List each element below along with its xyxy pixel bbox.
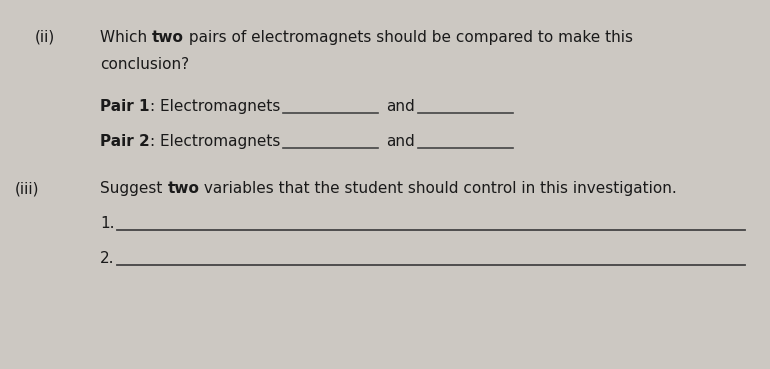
Text: Pair 2: Pair 2 xyxy=(100,134,149,149)
Text: two: two xyxy=(167,181,199,196)
Text: (iii): (iii) xyxy=(15,181,39,196)
Text: and: and xyxy=(386,99,414,114)
Text: : Electromagnets: : Electromagnets xyxy=(149,99,280,114)
Text: Which: Which xyxy=(100,30,152,45)
Text: and: and xyxy=(386,134,415,149)
Text: Pair 1: Pair 1 xyxy=(100,99,149,114)
Text: two: two xyxy=(152,30,184,45)
Text: pairs of electromagnets should be compared to make this: pairs of electromagnets should be compar… xyxy=(184,30,633,45)
Text: : Electromagnets: : Electromagnets xyxy=(149,134,280,149)
Text: variables that the student should control in this investigation.: variables that the student should contro… xyxy=(199,181,677,196)
Text: 2.: 2. xyxy=(100,251,115,266)
Text: Suggest: Suggest xyxy=(100,181,167,196)
Text: 1.: 1. xyxy=(100,216,115,231)
Text: conclusion?: conclusion? xyxy=(100,57,189,72)
Text: (ii): (ii) xyxy=(35,30,55,45)
